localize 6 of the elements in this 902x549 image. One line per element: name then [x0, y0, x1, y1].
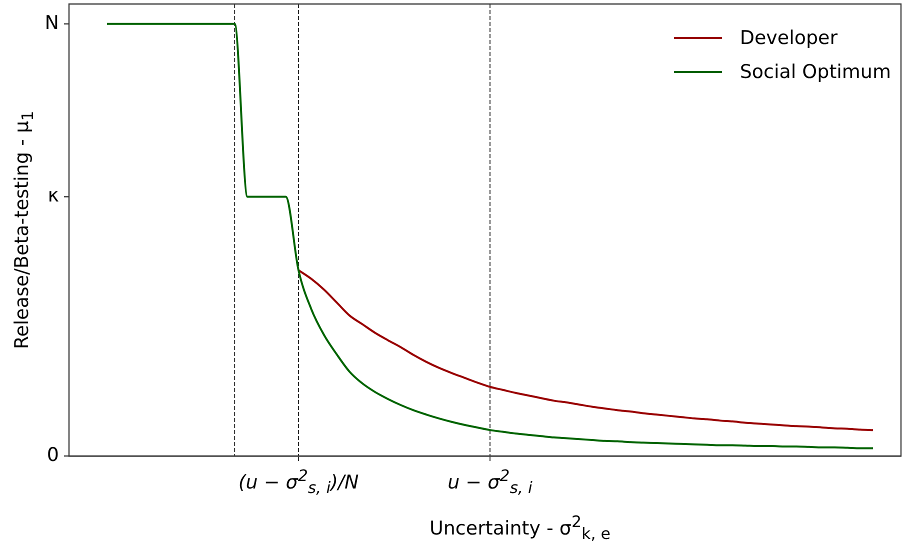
- text: 0: [46, 444, 59, 466]
- text: κ: [48, 184, 59, 207]
- x-tick-label: (u − σ$^{2}$$_{s, i}$)/N: [238, 466, 359, 498]
- legend-label: Developer: [740, 27, 838, 49]
- text: N: [44, 12, 59, 34]
- legend-label: Social Optimum: [740, 61, 891, 83]
